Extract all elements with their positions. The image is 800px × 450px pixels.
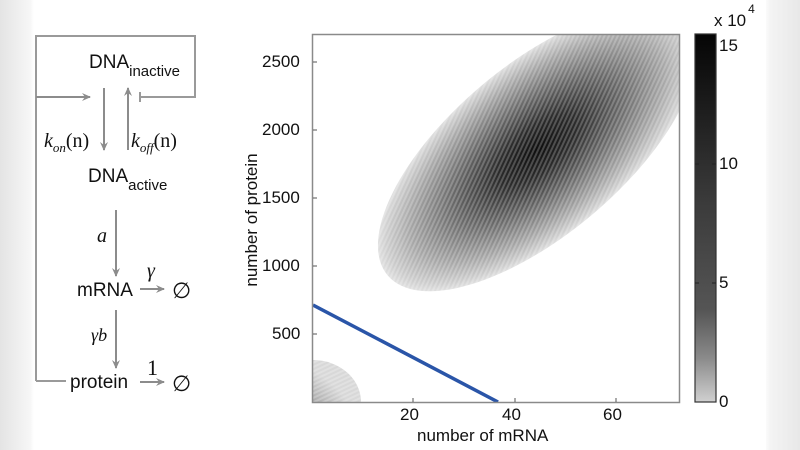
- protein-null-symbol: ∅: [172, 371, 192, 396]
- kon-k: k: [44, 130, 53, 152]
- koff-k: k: [131, 130, 140, 152]
- protein-decay-rate-label: 1: [147, 355, 158, 380]
- dna-inactive-sub: inactive: [129, 63, 180, 80]
- dna-inactive-label: DNAinactive: [89, 52, 180, 80]
- x-tick-20: 20: [400, 405, 419, 424]
- colorbar-tick-0: 0: [719, 392, 729, 411]
- kon-sub: on: [52, 140, 66, 155]
- y-axis-label: number of protein: [242, 153, 261, 287]
- colorbar-tick-5: 5: [719, 273, 729, 292]
- negative-feedback-line: [35, 35, 196, 381]
- dna-inactive-main: DNA: [89, 52, 130, 73]
- transcription-rate-label: a: [97, 225, 107, 247]
- kon-arg: (n): [65, 130, 90, 152]
- y-tick-1000: 1000: [262, 256, 300, 275]
- colorbar: [694, 33, 717, 403]
- colorbar-tick-10: 10: [719, 154, 738, 173]
- dna-active-sub: active: [128, 177, 168, 194]
- protein-label: protein: [70, 372, 129, 393]
- high-expression-blob: [377, 35, 679, 292]
- plot-frame: [311, 33, 681, 404]
- colorbar-multiplier: x 104: [714, 2, 755, 31]
- dna-active-main: DNA: [88, 166, 129, 187]
- y-tick-500: 500: [272, 324, 301, 343]
- translation-rate-label: γb: [91, 325, 108, 345]
- colorbar-multiplier-base: x 10: [714, 11, 747, 30]
- separatrix-line: [313, 303, 499, 402]
- dna-active-label: DNAactive: [88, 166, 167, 194]
- x-tick-40: 40: [502, 405, 521, 424]
- kon-rate-label: kon(n): [44, 130, 89, 156]
- y-tick-2000: 2000: [262, 120, 300, 139]
- colorbar-tick-15: 15: [719, 36, 738, 55]
- mrna-null-symbol: ∅: [172, 278, 192, 303]
- mrna-label: mRNA: [77, 280, 133, 301]
- y-tick-2500: 2500: [262, 52, 300, 71]
- x-axis-label: number of mRNA: [417, 426, 549, 445]
- koff-sub: off: [139, 140, 154, 155]
- x-tick-60: 60: [603, 405, 622, 424]
- koff-rate-label: koff(n): [131, 130, 177, 156]
- colorbar-multiplier-exponent: 4: [748, 2, 755, 16]
- mrna-decay-rate-label: γ: [147, 260, 155, 282]
- koff-arg: (n): [153, 130, 177, 152]
- low-expression-blob: [313, 360, 361, 402]
- y-tick-1500: 1500: [262, 188, 300, 207]
